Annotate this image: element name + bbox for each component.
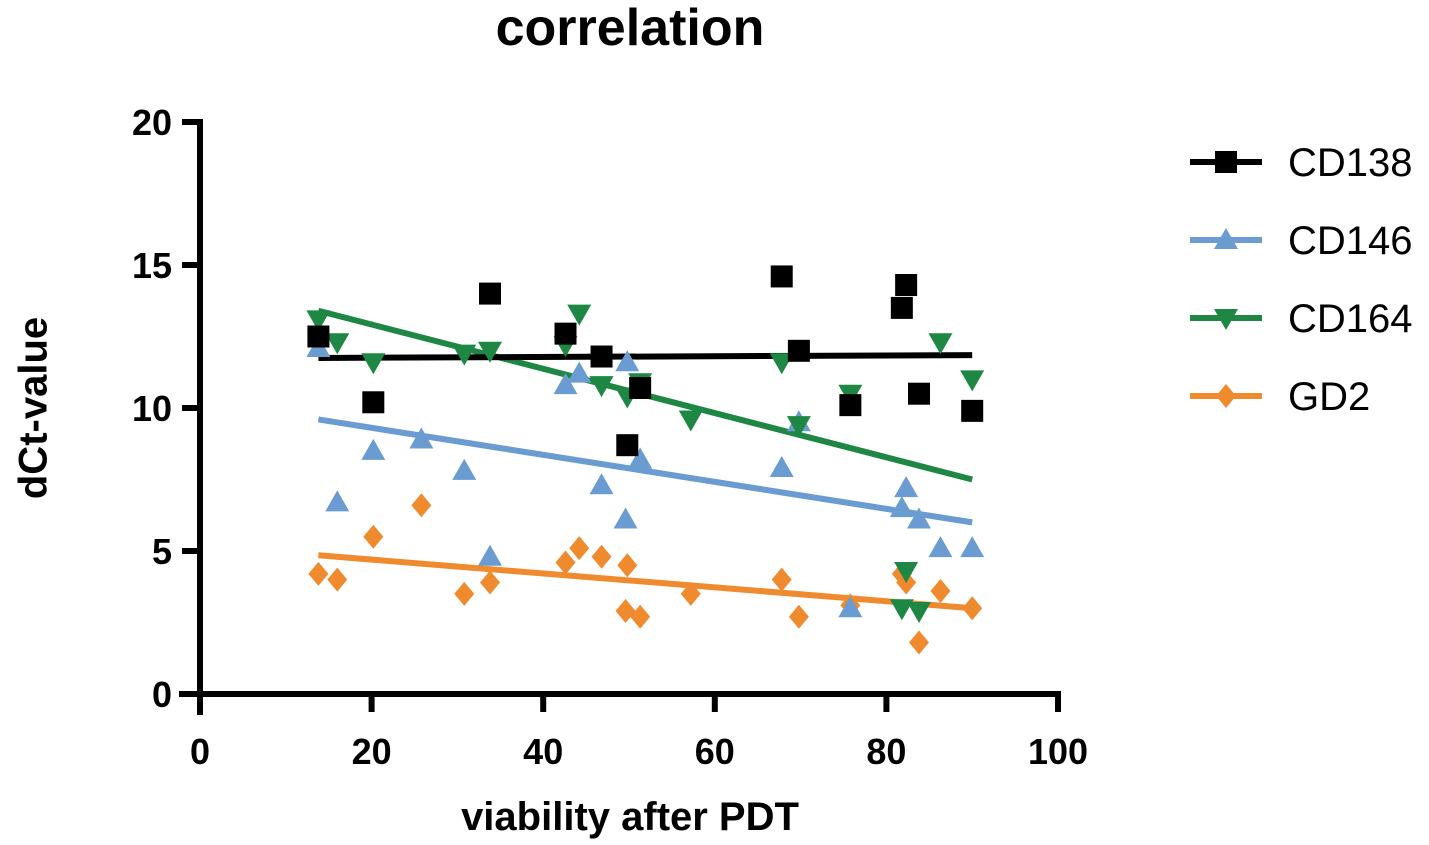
point-gd2 [454,581,475,606]
y-tick-label: 0 [152,674,172,715]
point-cd146 [567,361,592,383]
point-gd2 [788,604,809,629]
point-cd164 [678,410,703,432]
point-cd138 [908,382,931,405]
point-cd138 [787,339,810,362]
legend-label-cd146: CD146 [1288,219,1413,263]
point-cd164 [306,310,331,332]
chart-title: correlation [495,0,765,57]
y-tick-label: 10 [132,388,172,429]
point-cd138 [961,399,984,422]
x-tick-label: 80 [866,731,906,772]
point-cd164 [786,416,811,438]
point-gd2 [555,550,576,575]
data-points [306,265,985,655]
point-cd146 [889,496,914,518]
y-tick-label: 20 [132,102,172,143]
axes: 0 5 10 15 20 0 20 40 60 80 100 [132,102,1088,772]
point-cd164 [452,344,477,366]
point-cd146 [325,490,350,512]
point-cd138 [479,282,502,305]
point-cd138 [629,376,652,399]
point-gd2 [771,567,792,592]
point-cd164 [478,341,503,363]
point-gd2 [480,570,501,595]
point-gd2 [591,544,612,569]
legend-label-cd164: CD164 [1288,297,1413,341]
point-cd146 [907,507,932,529]
point-cd146 [894,476,919,498]
trend-line-cd146 [317,416,973,526]
point-cd146 [613,507,638,529]
point-cd138 [307,325,330,348]
point-cd138 [890,296,913,319]
point-cd164 [928,333,953,355]
x-tick-label: 20 [352,731,392,772]
point-cd164 [907,602,932,624]
point-gd2 [930,579,951,604]
legend-marker-cd164 [1214,309,1238,330]
point-gd2 [909,630,930,655]
point-cd146 [628,447,653,469]
point-gd2 [680,581,701,606]
point-cd146 [838,596,863,618]
point-gd2 [363,524,384,549]
point-cd138 [895,274,918,297]
point-cd164 [960,370,985,392]
x-tick-label: 40 [523,731,563,772]
point-gd2 [617,553,638,578]
point-cd138 [616,434,639,457]
legend-label-cd138: CD138 [1288,141,1413,185]
point-cd146 [928,536,953,558]
point-cd146 [361,438,386,460]
point-cd146 [452,458,477,480]
legend: CD138 CD146 CD164 GD2 [1190,141,1413,419]
point-cd138 [554,322,577,345]
point-gd2 [569,536,590,561]
point-cd146 [409,427,434,449]
point-cd164 [567,304,592,326]
y-tick-label: 5 [152,531,172,572]
y-tick-label: 15 [132,245,172,286]
point-cd146 [478,544,503,566]
point-cd138 [362,391,385,414]
point-gd2 [308,561,329,586]
legend-label-gd2: GD2 [1288,375,1370,419]
point-cd146 [615,350,640,372]
point-cd164 [325,333,350,355]
trend-line-gd2 [318,552,973,612]
point-cd164 [894,562,919,584]
point-cd146 [589,473,614,495]
x-tick-label: 60 [695,731,735,772]
point-cd138 [770,265,793,288]
legend-marker-cd146 [1214,228,1238,249]
point-cd146 [960,536,985,558]
legend-marker-cd138 [1215,151,1237,173]
x-tick-label: 0 [190,731,210,772]
point-gd2 [411,493,432,518]
point-cd146 [769,456,794,478]
point-cd164 [889,599,914,621]
point-cd164 [769,353,794,375]
point-gd2 [962,596,983,621]
x-tick-label: 100 [1028,731,1088,772]
legend-marker-gd2 [1216,384,1236,408]
point-cd138 [590,345,613,368]
point-cd164 [589,376,614,398]
point-gd2 [327,567,348,592]
trend-line-cd138 [318,352,973,361]
x-axis-label: viability after PDT [461,795,799,839]
point-gd2 [630,604,651,629]
point-cd164 [361,353,386,375]
point-cd138 [839,394,862,417]
point-cd146 [553,373,578,395]
